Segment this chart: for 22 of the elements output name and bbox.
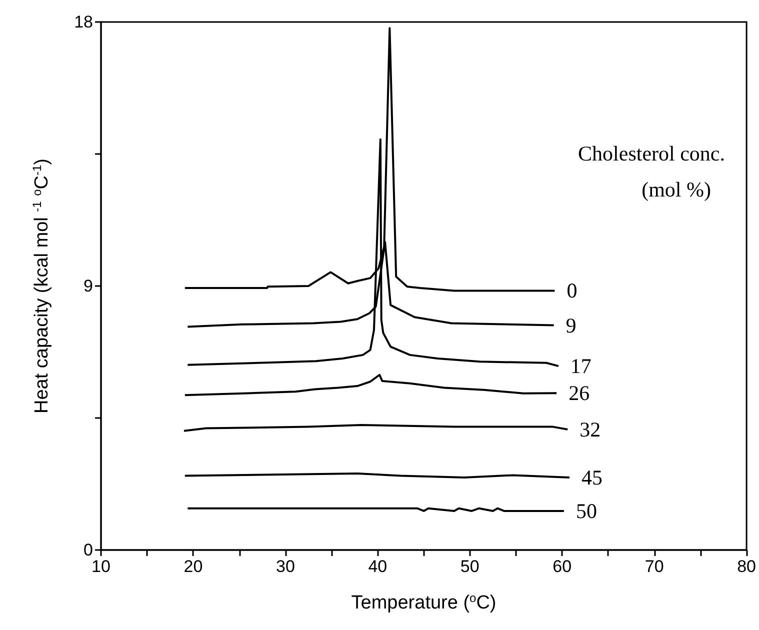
series-label: 17 (570, 354, 592, 378)
x-tick-label: 60 (552, 557, 572, 576)
x-tick-label: 30 (276, 557, 295, 576)
annotation: Cholesterol conc. (578, 142, 726, 166)
series-label: 26 (568, 381, 590, 406)
annotation: (mol %) (642, 178, 712, 202)
y-tick-label: 18 (74, 12, 93, 32)
x-tick-label: 10 (92, 557, 110, 576)
x-tick-label: 70 (644, 557, 664, 576)
line-series (184, 374, 558, 396)
x-tick-label: 80 (737, 557, 756, 576)
series-label: 50 (576, 498, 597, 523)
y-axis-title: Heat capacity (kcal mol -1 oC-1) (30, 158, 52, 414)
series-label: 0 (566, 278, 578, 303)
x-tick-label: 20 (184, 557, 203, 576)
x-tick-label: 40 (368, 557, 388, 576)
y-tick-label: 0 (84, 540, 93, 560)
series-label: 32 (580, 417, 601, 442)
y-tick-label: 9 (84, 276, 93, 296)
series-label: 9 (566, 313, 576, 338)
x-tick-label: 50 (460, 557, 480, 576)
series-label: 45 (581, 466, 602, 490)
